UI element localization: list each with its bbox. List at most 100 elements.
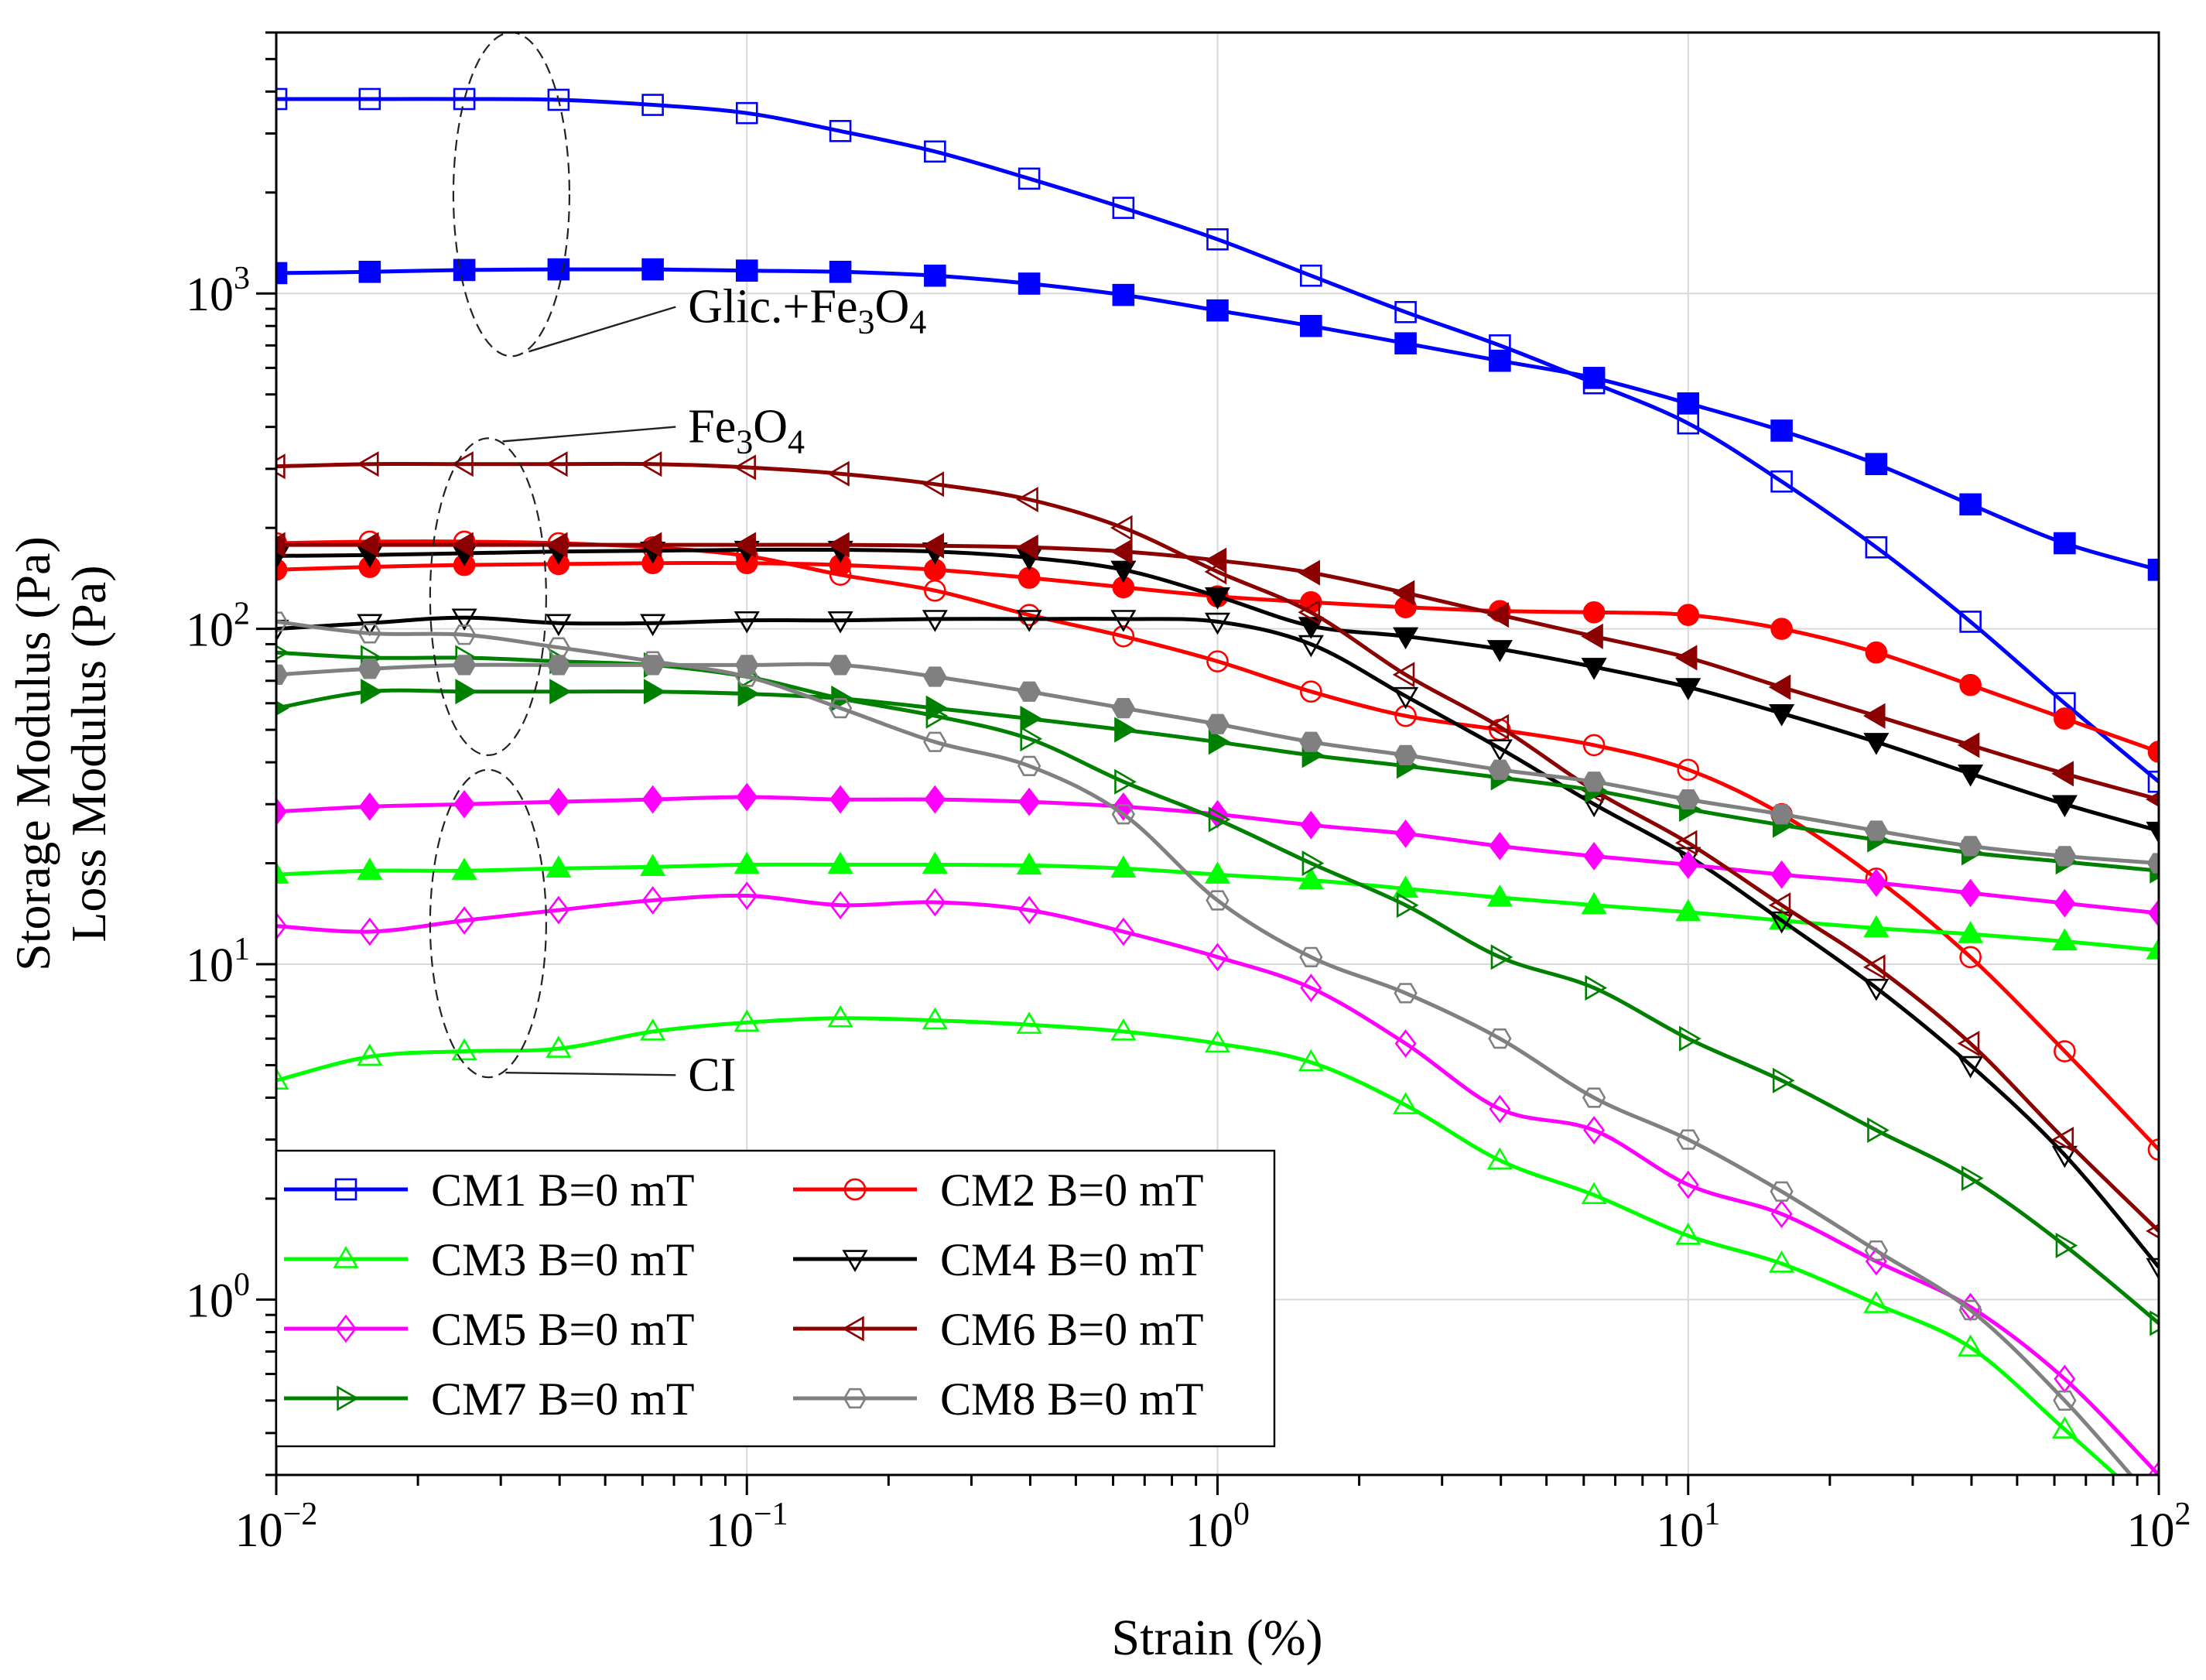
data-point [1768,674,1791,700]
data-point [358,792,381,821]
data-point [546,1035,572,1058]
data-point [827,1004,853,1028]
data-point [1959,493,1982,516]
data-point [2051,1416,2078,1439]
tick-base: 10 [186,604,234,657]
data-point [1393,1092,1419,1114]
data-point [1206,943,1229,972]
data-point [641,785,664,814]
data-point [1770,1199,1793,1229]
x-tick-label: 102 [2127,1497,2191,1557]
data-point [827,851,853,874]
y-axis-label-loss: Loss Modulus (Pa) [61,565,116,942]
data-point [547,88,570,111]
data-point [1957,1030,1980,1057]
data-point [1677,604,1700,626]
legend-item: CM6 B=0 mT [793,1304,1204,1355]
data-point [1486,739,1513,762]
data-point [1581,891,1607,915]
data-point [1675,847,1702,870]
data-point [1017,272,1041,295]
legend-item: CM5 B=0 mT [284,1304,695,1355]
data-point [641,886,664,915]
data-point [1300,810,1322,840]
data-point [1016,610,1042,632]
annotation-leader [528,306,676,353]
tick-exponent: 1 [1704,1497,1720,1532]
data-point [1865,868,1887,898]
data-point [1111,804,1136,825]
data-point [922,1007,948,1030]
series-8-storage [276,611,2134,1475]
data-point [639,451,662,477]
data-point [1298,559,1321,586]
legend-item: CM8 B=0 mT [793,1374,1204,1425]
data-point [2051,795,2078,818]
data-point [1581,658,1607,680]
data-point [1204,1030,1231,1053]
data-point [1110,515,1133,541]
data-point [1206,713,1230,734]
data-point [1396,892,1419,919]
data-point [1020,726,1043,752]
series-3-storage [276,1004,2119,1475]
data-point [2051,928,2078,951]
data-point [734,611,760,634]
data-point [1016,486,1038,513]
data-point [1582,734,1606,757]
data-point [827,611,853,634]
data-point [829,785,852,814]
data-point [455,679,477,705]
data-point [451,532,474,558]
data-point [1958,836,1982,857]
data-point [276,611,289,632]
legend-box [275,1149,1276,1448]
data-point [545,451,568,477]
data-point [2054,532,2076,555]
data-point [1582,600,1606,624]
data-point [827,532,850,558]
data-point [735,259,758,282]
data-point [1486,602,1510,628]
data-point [276,559,288,581]
annotation-label: Glic.+Fe3O4 [688,281,926,341]
data-point [276,87,288,111]
data-point [1110,610,1137,632]
data-point [1959,673,1982,696]
tick-exponent: 2 [234,597,250,632]
data-point [452,624,477,645]
tick-exponent: 2 [2175,1497,2191,1532]
data-point [2053,1390,2077,1411]
data-point [1018,895,1041,925]
data-point [1677,392,1700,415]
y-tick-label: 103 [186,261,250,321]
data-point [1863,733,1890,755]
legend-item: CM2 B=0 mT [793,1165,1204,1216]
legend-label: CM1 B=0 mT [431,1165,695,1216]
data-point [2146,1257,2159,1281]
data-point [356,451,379,477]
data-point [1770,618,1793,640]
data-point [2054,888,2076,918]
data-point [1958,765,1984,787]
data-point [1112,917,1134,946]
data-point [735,655,759,676]
data-point [1393,627,1419,650]
data-point [641,655,665,676]
data-point [1486,884,1513,907]
data-point [1959,946,1982,969]
series-8-loss [276,655,2159,874]
data-point [1110,539,1133,565]
data-point [736,881,758,910]
data-point [1299,731,1323,752]
tick-exponent: 0 [1233,1497,1250,1532]
data-point [276,861,289,884]
data-point [547,258,570,281]
data-point [1864,820,1889,841]
data-point [1582,1087,1606,1108]
label-part: Fe [688,401,736,453]
data-point [1016,1011,1042,1034]
data-point [453,789,476,819]
data-point [1958,1056,1984,1079]
